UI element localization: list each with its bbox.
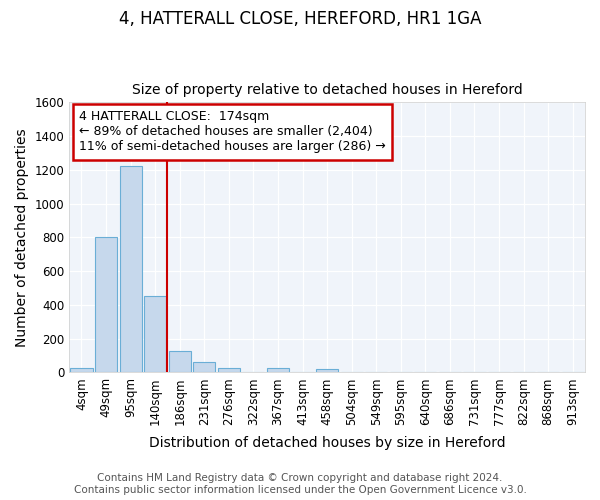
Y-axis label: Number of detached properties: Number of detached properties: [15, 128, 29, 346]
Text: 4 HATTERALL CLOSE:  174sqm
← 89% of detached houses are smaller (2,404)
11% of s: 4 HATTERALL CLOSE: 174sqm ← 89% of detac…: [79, 110, 386, 154]
Bar: [267, 368, 289, 372]
Text: Contains HM Land Registry data © Crown copyright and database right 2024.
Contai: Contains HM Land Registry data © Crown c…: [74, 474, 526, 495]
Bar: [316, 369, 338, 372]
Bar: [95, 238, 117, 372]
X-axis label: Distribution of detached houses by size in Hereford: Distribution of detached houses by size …: [149, 436, 505, 450]
Bar: [144, 296, 166, 372]
Bar: [218, 368, 240, 372]
Text: 4, HATTERALL CLOSE, HEREFORD, HR1 1GA: 4, HATTERALL CLOSE, HEREFORD, HR1 1GA: [119, 10, 481, 28]
Title: Size of property relative to detached houses in Hereford: Size of property relative to detached ho…: [132, 83, 523, 97]
Bar: [193, 362, 215, 372]
Bar: [119, 166, 142, 372]
Bar: [169, 352, 191, 372]
Bar: [70, 368, 92, 372]
